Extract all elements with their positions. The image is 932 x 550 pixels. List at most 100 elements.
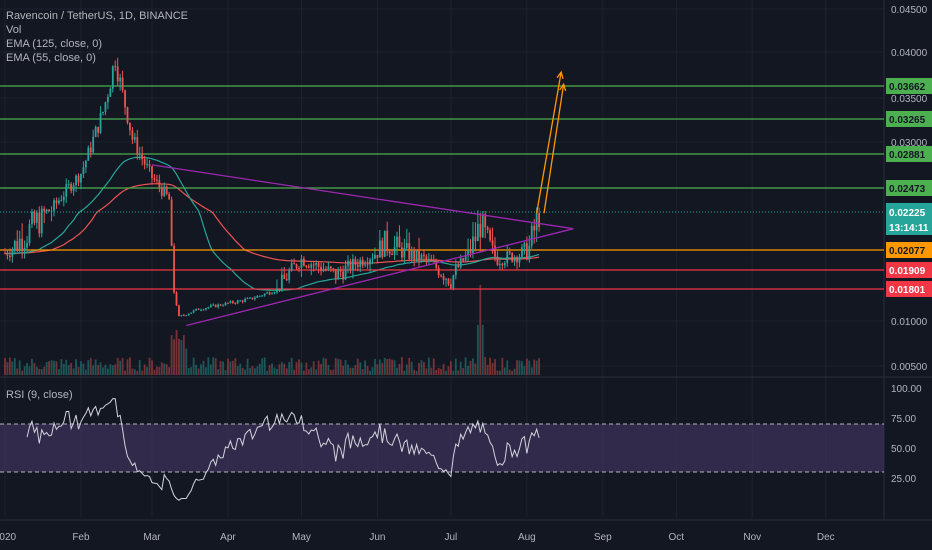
volume-bar xyxy=(227,358,229,375)
volume-bar xyxy=(467,365,469,375)
candle-body xyxy=(200,309,202,311)
candle-body xyxy=(290,263,293,271)
volume-bar xyxy=(38,368,41,375)
candle-body xyxy=(457,265,460,268)
volume-bar xyxy=(447,366,450,375)
volume-bar xyxy=(300,362,303,375)
candle-body xyxy=(467,249,469,256)
candle-body xyxy=(26,242,28,248)
volume-bar xyxy=(258,363,261,375)
volume-bar xyxy=(523,366,526,375)
volume-bar xyxy=(452,370,455,375)
candle-body xyxy=(376,255,379,258)
volume-bar xyxy=(462,368,465,375)
volume-bar xyxy=(146,366,148,375)
time-tick-label: Apr xyxy=(220,532,236,543)
candle-body xyxy=(523,243,526,248)
candle-body xyxy=(75,175,77,186)
volume-bars xyxy=(4,285,540,375)
candle-body xyxy=(67,184,70,186)
candle-body xyxy=(430,258,433,262)
candle-body xyxy=(278,288,281,291)
volume-bar xyxy=(403,370,406,375)
candle-body xyxy=(97,126,99,133)
rsi-tick-label: 25.00 xyxy=(891,474,916,485)
volume-bar xyxy=(92,365,95,375)
volume-bar xyxy=(153,369,156,375)
volume-bar xyxy=(9,357,11,375)
symbol-title[interactable]: Ravencoin / TetherUS, 1D, BINANCE xyxy=(6,10,188,22)
volume-bar xyxy=(84,369,87,375)
volume-bar xyxy=(486,365,489,375)
volume-bar xyxy=(320,364,322,375)
candle-body xyxy=(525,243,528,260)
candle-body xyxy=(454,265,457,276)
triangle-upper-line xyxy=(151,164,574,230)
price-level-badge-label: 0.02473 xyxy=(889,184,926,195)
indicator-ema55[interactable]: EMA (55, close, 0) xyxy=(6,52,96,64)
volume-bar xyxy=(329,370,332,375)
candle-body xyxy=(23,247,26,252)
candle-body xyxy=(249,297,251,299)
volume-bar xyxy=(481,325,484,375)
volume-bar xyxy=(131,368,134,375)
candle-body xyxy=(391,253,393,255)
candle-body xyxy=(53,200,55,211)
candle-body xyxy=(403,247,406,258)
candle-body xyxy=(187,313,190,316)
candle-body xyxy=(124,90,126,108)
candle-body xyxy=(6,253,9,256)
last-price-label: 0.02225 xyxy=(889,208,926,219)
candle-body xyxy=(374,255,376,259)
volume-bar xyxy=(303,370,305,375)
candle-body xyxy=(146,164,148,166)
candle-body xyxy=(35,212,38,223)
candle-body xyxy=(369,259,371,265)
candle-body xyxy=(280,274,283,291)
volume-bar xyxy=(72,368,75,375)
volume-bar xyxy=(518,360,521,375)
candle-body xyxy=(40,208,43,234)
candle-body xyxy=(219,304,222,306)
candle-body xyxy=(214,304,217,308)
volume-bar xyxy=(405,364,408,375)
candle-body xyxy=(420,254,423,261)
volume-bar xyxy=(535,360,538,375)
candle-body xyxy=(195,308,197,311)
candle-body xyxy=(239,300,242,302)
volume-bar xyxy=(45,362,48,375)
volume-bar xyxy=(359,362,362,375)
candle-body xyxy=(168,193,171,200)
volume-bar xyxy=(479,285,482,375)
volume-bar xyxy=(393,360,396,375)
candle-body xyxy=(474,236,477,242)
volume-bar xyxy=(168,367,171,375)
price-tick-label: 0.03000 xyxy=(891,138,928,149)
candle-body xyxy=(303,258,305,267)
candle-body xyxy=(178,305,180,316)
candle-body xyxy=(256,296,259,298)
candle-body xyxy=(405,243,408,248)
indicator-ema125[interactable]: EMA (125, close, 0) xyxy=(6,38,102,50)
indicator-volume[interactable]: Vol xyxy=(6,24,22,36)
time-tick-label: 2020 xyxy=(0,532,17,543)
volume-bar xyxy=(283,363,286,375)
candle-body xyxy=(60,200,63,202)
candle-body xyxy=(398,236,401,248)
volume-bar xyxy=(278,364,281,375)
candle-body xyxy=(437,267,440,276)
candle-body xyxy=(317,262,320,267)
price-level-badge xyxy=(886,111,932,127)
volume-bar xyxy=(383,357,386,375)
candle-body xyxy=(156,179,158,181)
candle-body xyxy=(116,66,119,82)
volume-bar xyxy=(217,369,220,375)
volume-bar xyxy=(339,359,342,375)
candle-body xyxy=(503,263,506,266)
rsi-legend[interactable]: RSI (9, close) xyxy=(6,389,73,401)
candle-body xyxy=(501,263,504,266)
volume-bar xyxy=(347,364,349,375)
volume-bar xyxy=(33,363,36,375)
volume-bar xyxy=(371,367,374,375)
